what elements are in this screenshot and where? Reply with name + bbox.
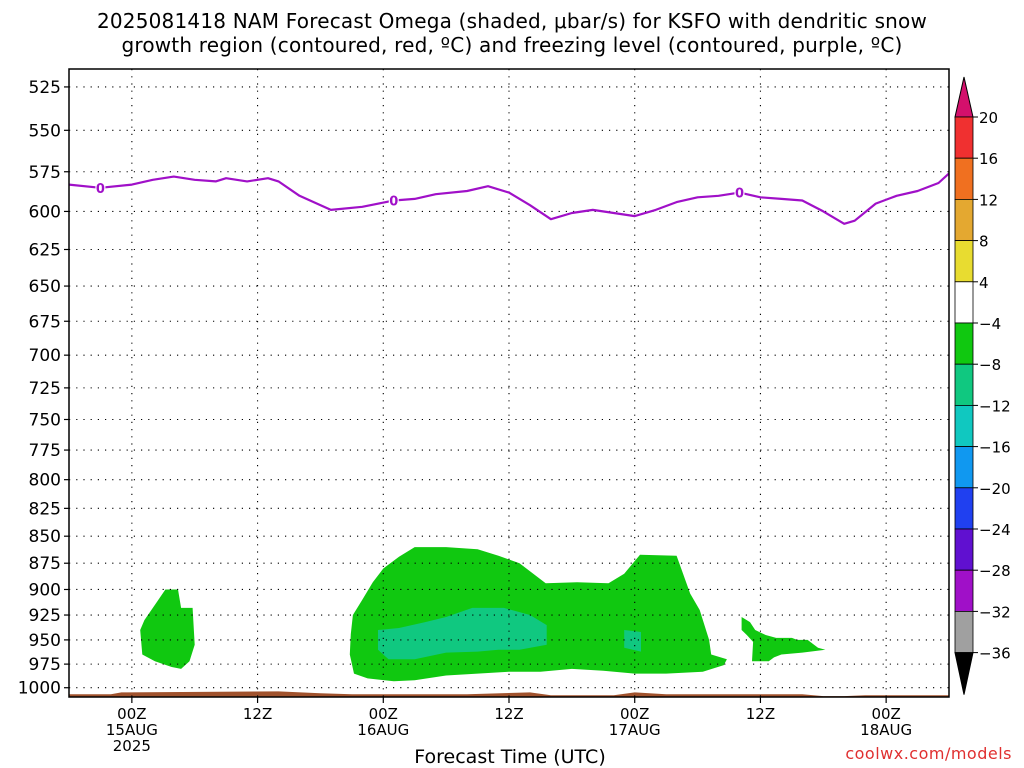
y-tick-label: 875 [29, 554, 61, 574]
x-tick-label: 00Z [871, 705, 900, 723]
x-tick-label: 00Z [117, 705, 146, 723]
colorbar-label: −32 [979, 603, 1011, 621]
y-tick-label: 775 [29, 441, 61, 461]
colorbar-label: 8 [979, 233, 989, 251]
x-tick-label: 18AUG [860, 721, 912, 739]
y-tick-label: 600 [29, 202, 61, 222]
colorbar-box [954, 240, 974, 283]
freezing-level-label: 0 [735, 187, 744, 202]
y-tick-label: 700 [29, 346, 61, 366]
colorbar-label: −36 [979, 645, 1011, 663]
omega-region-green-2 [349, 547, 727, 682]
colorbar-box [954, 611, 974, 654]
y-tick-label: 725 [29, 379, 61, 399]
colorbar-box [954, 198, 974, 241]
colorbar-top-triangle [954, 76, 974, 118]
y-tick-label: 800 [29, 471, 61, 491]
colorbar: 20 16 12 8 4 −4 −8 −12 −16 −20 −24 −28 −32 −36 [954, 76, 1011, 695]
y-tick-label: 975 [29, 655, 61, 675]
freezing-level-label: 0 [96, 182, 105, 197]
chart-title-line2: growth region (contoured, red, ºC) and f… [121, 33, 903, 57]
colorbar-label: 16 [979, 150, 998, 168]
colorbar-label: 12 [979, 191, 998, 209]
omega-region-teal-2 [378, 607, 547, 660]
colorbar-label: 20 [979, 109, 998, 127]
colorbar-label: −20 [979, 480, 1011, 498]
colorbar-label: −8 [979, 356, 1001, 374]
colorbar-label: −12 [979, 397, 1011, 415]
ground-terrain [69, 691, 949, 697]
x-tick-label: 2025 [113, 737, 151, 755]
colorbar-label: −24 [979, 521, 1011, 539]
y-tick-label: 575 [29, 163, 61, 183]
colorbar-label: −4 [979, 315, 1001, 333]
omega-region-green-1 [140, 589, 195, 669]
y-tick-label: 750 [29, 410, 61, 430]
grid [69, 69, 949, 697]
y-tick-label: 650 [29, 277, 61, 297]
y-tick-label: 525 [29, 78, 61, 98]
colorbar-box [954, 363, 974, 406]
x-tick-label: 12Z [746, 705, 775, 723]
x-tick-label: 00Z [620, 705, 649, 723]
x-tick-label: 12Z [494, 705, 523, 723]
x-tick-label: 17AUG [609, 721, 661, 739]
y-tick-label: 675 [29, 312, 61, 332]
colorbar-box [954, 157, 974, 200]
y-tick-label: 850 [29, 527, 61, 547]
x-tick-label: 16AUG [357, 721, 409, 739]
y-tick-label: 550 [29, 121, 61, 141]
colorbar-box [954, 446, 974, 489]
colorbar-bottom-triangle [954, 652, 974, 695]
x-tick-label: 00Z [369, 705, 398, 723]
omega-region-teal-3 [624, 630, 641, 652]
colorbar-box [954, 487, 974, 530]
colorbar-label: −28 [979, 562, 1011, 580]
colorbar-box [954, 116, 974, 159]
y-tick-label: 900 [29, 580, 61, 600]
chart-title-line1: 2025081418 NAM Forecast Omega (shaded, μ… [96, 9, 928, 33]
freezing-level-line [68, 172, 950, 225]
colorbar-box [954, 281, 974, 324]
freezing-level-contour: 0 0 0 [68, 172, 950, 225]
x-tick-label: 15AUG [106, 721, 158, 739]
colorbar-box [954, 528, 974, 571]
colorbar-label: 4 [979, 274, 989, 292]
y-axis: 525 550 575 600 625 650 675 700 725 750 775 800 825 8… [18, 78, 69, 699]
x-axis-label: Forecast Time (UTC) [414, 746, 606, 768]
omega-region-green-3 [741, 617, 826, 662]
freezing-level-label: 0 [389, 194, 398, 209]
colorbar-label: −16 [979, 439, 1011, 457]
y-tick-label: 1000 [18, 679, 61, 699]
credit-text: coolwx.com/models [845, 744, 1012, 763]
y-tick-label: 625 [29, 240, 61, 260]
y-tick-label: 825 [29, 499, 61, 519]
x-tick-label: 12Z [243, 705, 272, 723]
y-tick-label: 925 [29, 606, 61, 626]
y-tick-label: 950 [29, 631, 61, 651]
colorbar-box [954, 322, 974, 365]
colorbar-box [954, 404, 974, 447]
colorbar-box [954, 569, 974, 612]
